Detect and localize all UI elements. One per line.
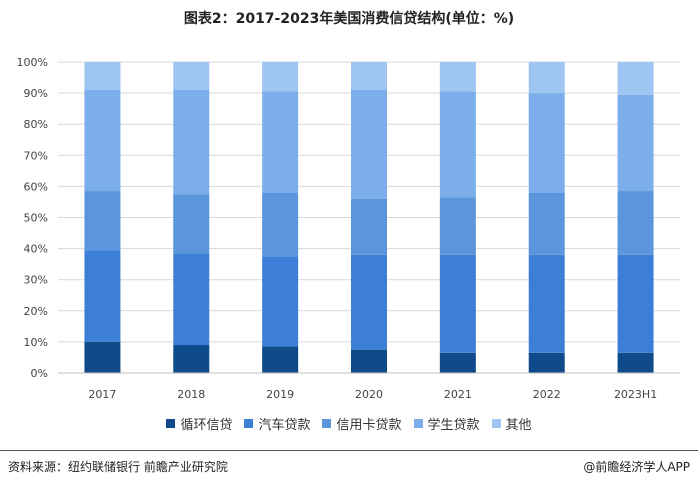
chart-legend: 循环信贷 汽车贷款 信用卡贷款 学生贷款 其他 xyxy=(0,414,698,433)
bar-segment xyxy=(528,352,565,373)
y-tick-label: 0% xyxy=(31,367,48,380)
bar-segment xyxy=(528,254,565,353)
legend-label: 信用卡贷款 xyxy=(336,418,402,433)
x-tick-label: 2020 xyxy=(355,388,383,401)
brand-credit: @前瞻经济学人APP xyxy=(583,460,690,474)
bar-segment xyxy=(439,352,476,373)
legend-swatch xyxy=(322,419,332,428)
bar-segment xyxy=(439,197,476,255)
y-tick-label: 80% xyxy=(24,118,48,131)
bar-segment xyxy=(84,341,121,373)
bar-segment xyxy=(351,198,387,255)
bar-segment xyxy=(262,91,299,193)
bar-segment xyxy=(617,352,654,373)
legend-item: 学生贷款 xyxy=(413,414,480,433)
x-tick-label: 2022 xyxy=(533,388,561,401)
x-tick-label: 2018 xyxy=(177,388,205,401)
legend-item: 循环信贷 xyxy=(166,414,232,433)
bar-segment xyxy=(528,93,565,193)
bar-segment xyxy=(617,62,654,95)
bar-segment xyxy=(617,191,654,255)
legend-label: 汽车贷款 xyxy=(258,418,311,433)
bar-segment xyxy=(262,62,299,92)
bar-segment xyxy=(351,89,387,199)
x-tick-label: 2017 xyxy=(88,388,116,401)
y-tick-label: 90% xyxy=(24,87,48,100)
bar-segment xyxy=(617,254,654,353)
bar-segment xyxy=(262,256,299,347)
bar-segment xyxy=(262,192,299,257)
bar-segment xyxy=(351,254,387,350)
legend-swatch xyxy=(413,419,423,428)
bar-segment xyxy=(173,345,210,373)
legend-swatch xyxy=(491,419,501,428)
legend-label: 其他 xyxy=(505,418,532,433)
bar-segment xyxy=(617,94,654,192)
y-tick-label: 20% xyxy=(24,305,48,318)
bar-segment xyxy=(84,89,121,192)
bar-segment xyxy=(439,254,476,353)
chart-title: 图表2：2017-2023年美国消费信贷结构(单位：%) xyxy=(183,11,515,27)
source-note: 资料来源：纽约联储银行 前瞻产业研究院 xyxy=(8,460,228,474)
bar-segment xyxy=(439,91,476,198)
bar-segment xyxy=(84,62,121,90)
y-tick-label: 70% xyxy=(24,149,48,162)
bar-segment xyxy=(528,192,565,255)
y-tick-label: 60% xyxy=(24,180,48,193)
y-tick-label: 50% xyxy=(24,212,48,225)
legend-swatch xyxy=(166,419,176,428)
legend-swatch xyxy=(244,419,254,428)
legend-item: 汽车贷款 xyxy=(244,414,310,433)
y-tick-label: 30% xyxy=(24,274,48,287)
bar-segment xyxy=(84,191,121,251)
bar-segment xyxy=(351,62,387,90)
bar-segment xyxy=(439,62,476,92)
bar-segment xyxy=(262,346,299,373)
legend-item: 信用卡贷款 xyxy=(322,414,402,433)
bar-segment xyxy=(84,250,121,342)
legend-item: 其他 xyxy=(491,414,532,433)
y-tick-label: 100% xyxy=(17,56,48,69)
bar-segment xyxy=(173,62,210,90)
bar-segment xyxy=(351,349,387,373)
x-tick-label: 2019 xyxy=(266,388,294,401)
footer-divider xyxy=(0,450,698,451)
legend-label: 循环信贷 xyxy=(180,418,233,433)
y-tick-label: 40% xyxy=(24,243,48,256)
x-tick-label: 2023H1 xyxy=(614,388,657,401)
bar-segment xyxy=(173,194,210,254)
legend-label: 学生贷款 xyxy=(427,418,480,433)
bar-segment xyxy=(528,62,565,94)
bar-segment xyxy=(173,253,210,346)
bar-segment xyxy=(173,89,210,195)
x-tick-label: 2021 xyxy=(444,388,472,401)
y-tick-label: 10% xyxy=(24,336,48,349)
